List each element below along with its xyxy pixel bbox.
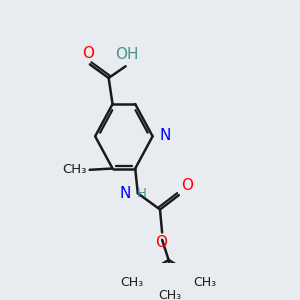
Text: N: N	[159, 128, 170, 143]
Text: CH₃: CH₃	[194, 276, 217, 290]
Text: O: O	[156, 235, 168, 250]
Text: H: H	[136, 187, 146, 200]
Text: O: O	[181, 178, 193, 193]
Text: O: O	[82, 46, 94, 61]
Text: OH: OH	[115, 47, 139, 62]
Text: N: N	[119, 186, 130, 201]
Text: CH₃: CH₃	[120, 276, 144, 290]
Text: CH₃: CH₃	[62, 163, 86, 176]
Text: CH₃: CH₃	[158, 289, 182, 300]
